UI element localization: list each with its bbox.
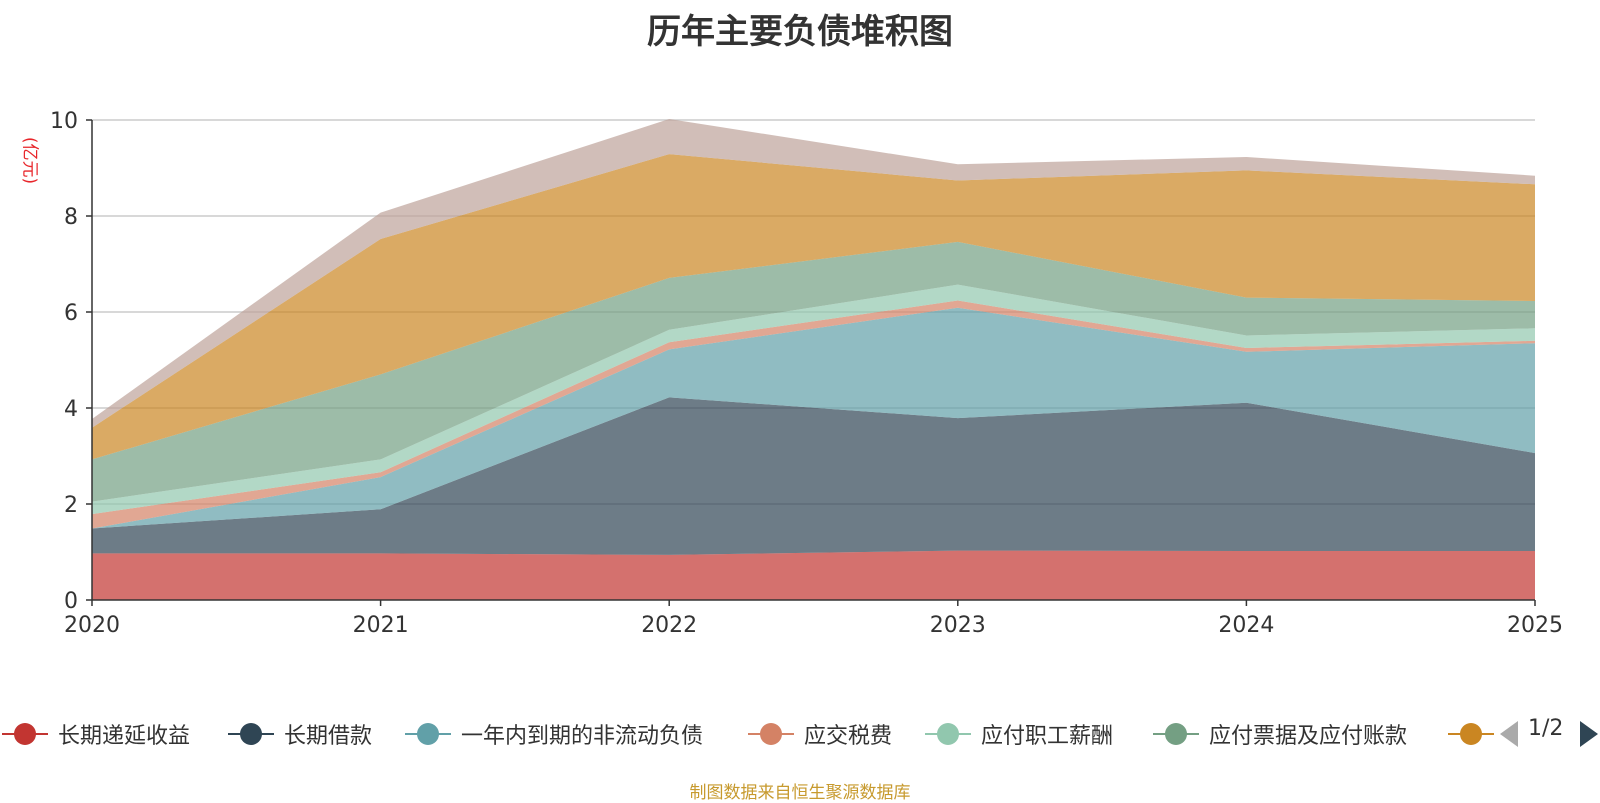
x-tick-label-2025: 2025 xyxy=(1507,613,1563,638)
legend-next-page-button[interactable] xyxy=(1580,721,1598,747)
legend-symbol-dot xyxy=(417,723,439,745)
y-tick-label-6: 6 xyxy=(64,301,78,326)
legend-item-3[interactable]: 一年内到期的非流动负债 xyxy=(403,716,703,752)
legend-prev-page-button[interactable] xyxy=(1500,721,1518,747)
legend-symbol-dot xyxy=(937,723,959,745)
legend-symbol-dot xyxy=(240,723,262,745)
x-tick-label-2024: 2024 xyxy=(1218,613,1274,638)
legend-symbol-icon xyxy=(1448,723,1494,745)
legend-item-5[interactable]: 应付职工薪酬 xyxy=(923,716,1113,752)
legend-symbol-dot xyxy=(1165,723,1187,745)
y-tick-label-8: 8 xyxy=(64,205,78,230)
y-tick-label-10: 10 xyxy=(50,109,78,134)
x-tick-label-2023: 2023 xyxy=(930,613,986,638)
legend-label: 一年内到期的非流动负债 xyxy=(461,724,704,749)
chart-title: 历年主要负债堆积图 xyxy=(647,12,953,52)
area-series-1[interactable] xyxy=(92,550,1535,600)
area-series-5[interactable] xyxy=(92,284,1535,515)
legend-page-indicator: 1/2 xyxy=(1528,716,1564,741)
y-tick-label-4: 4 xyxy=(64,397,78,422)
x-tick-label-2021: 2021 xyxy=(353,613,409,638)
legend-label: 长期借款 xyxy=(284,724,373,749)
legend-symbol-icon xyxy=(748,723,794,745)
y-tick-label-0: 0 xyxy=(64,589,78,614)
legend-item-1[interactable]: 长期递延收益 xyxy=(0,716,190,752)
legend-item-6[interactable]: 应付票据及应付账款 xyxy=(1151,716,1407,752)
legend-item-4[interactable]: 应交税费 xyxy=(746,716,892,752)
legend-label: 长期递延收益 xyxy=(58,724,191,749)
legend-symbol-icon xyxy=(405,723,451,745)
legend-symbol-icon xyxy=(228,723,274,745)
legend-symbol-dot xyxy=(760,723,782,745)
area-series-6[interactable] xyxy=(92,241,1535,502)
legend-label: 应付票据及应付账款 xyxy=(1209,724,1408,749)
legend-symbol-dot xyxy=(1460,723,1482,745)
area-series-3[interactable] xyxy=(92,307,1535,529)
legend-symbol-icon xyxy=(1153,723,1199,745)
legend-symbol-icon xyxy=(925,723,971,745)
y-tick-label-2: 2 xyxy=(64,493,78,518)
data-source-note: 制图数据来自恒生聚源数据库 xyxy=(689,783,911,803)
stacked-area-chart: 0 2 4 6 8 10 2020 2021 2022 2023 2024 2025 xyxy=(50,109,1563,638)
legend-item-2[interactable]: 长期借款 xyxy=(226,716,372,752)
x-tick-label-2020: 2020 xyxy=(64,613,120,638)
area-series-2[interactable] xyxy=(92,397,1535,555)
legend-symbol-icon xyxy=(2,723,48,745)
legend-label: 应付职工薪酬 xyxy=(981,724,1114,749)
area-series-8[interactable] xyxy=(92,119,1535,428)
legend-label: 应交税费 xyxy=(804,724,893,749)
x-tick-label-2022: 2022 xyxy=(641,613,697,638)
legend-item-7[interactable] xyxy=(1446,716,1496,752)
area-series-7[interactable] xyxy=(92,154,1535,460)
legend-symbol-dot xyxy=(14,723,36,745)
legend: 长期递延收益 长期借款 一年内到期的非流动负债 应交税费 应付职工薪酬 应付票据及应付账款 xyxy=(0,716,1600,752)
